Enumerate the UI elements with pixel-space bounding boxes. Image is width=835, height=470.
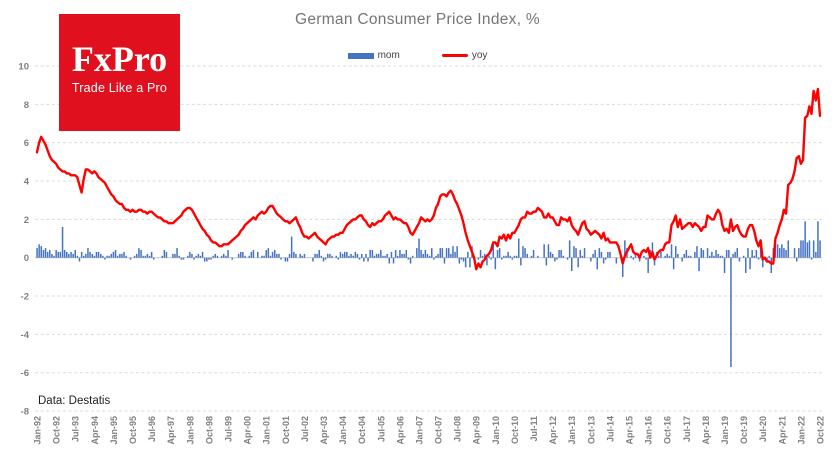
svg-text:Oct-13: Oct-13 bbox=[586, 416, 596, 444]
svg-text:8: 8 bbox=[24, 100, 29, 111]
svg-text:10: 10 bbox=[18, 62, 29, 73]
svg-text:Apr-12: Apr-12 bbox=[548, 416, 558, 445]
svg-text:Apr-09: Apr-09 bbox=[472, 416, 482, 445]
svg-text:Jul-17: Jul-17 bbox=[682, 416, 692, 442]
svg-text:Jul-96: Jul-96 bbox=[147, 416, 157, 442]
svg-text:Oct-95: Oct-95 bbox=[128, 416, 138, 444]
svg-text:Oct-92: Oct-92 bbox=[52, 416, 62, 444]
svg-text:Oct-22: Oct-22 bbox=[816, 416, 826, 444]
svg-text:-8: -8 bbox=[21, 407, 29, 418]
chart-title: German Consumer Price Index, % bbox=[294, 11, 541, 28]
fxpro-logo-tagline: Trade Like a Pro bbox=[71, 81, 168, 95]
legend: mom yoy bbox=[0, 50, 835, 61]
svg-text:Oct-07: Oct-07 bbox=[434, 416, 444, 444]
svg-text:Jan-22: Jan-22 bbox=[796, 416, 806, 445]
x-axis-labels: Jan-92 Oct-92 Jul-93 Apr-94 Jan-95 Oct-95 Jul-… bbox=[33, 416, 826, 445]
svg-text:Jul-02: Jul-02 bbox=[300, 416, 310, 442]
svg-text:Jan-07: Jan-07 bbox=[415, 416, 425, 445]
svg-text:4: 4 bbox=[24, 177, 30, 188]
svg-text:Jul-99: Jul-99 bbox=[224, 416, 234, 442]
mom-bar-swatch-icon bbox=[347, 52, 374, 59]
svg-text:Jan-92: Jan-92 bbox=[33, 416, 43, 445]
svg-text:Apr-94: Apr-94 bbox=[90, 416, 100, 445]
svg-text:Jan-04: Jan-04 bbox=[338, 416, 348, 445]
fxpro-logo: FxPro Trade Like a Pro bbox=[59, 14, 180, 131]
svg-text:Jul-05: Jul-05 bbox=[376, 416, 386, 442]
svg-text:Jan-16: Jan-16 bbox=[644, 416, 654, 445]
svg-text:Apr-18: Apr-18 bbox=[701, 416, 711, 445]
svg-text:Apr-00: Apr-00 bbox=[243, 416, 253, 445]
svg-text:Jan-95: Jan-95 bbox=[109, 416, 119, 445]
svg-text:Jan-19: Jan-19 bbox=[720, 416, 730, 445]
svg-text:Oct-16: Oct-16 bbox=[663, 416, 673, 444]
svg-text:-2: -2 bbox=[21, 292, 29, 303]
svg-text:Jul-93: Jul-93 bbox=[71, 416, 81, 442]
svg-text:Jul-20: Jul-20 bbox=[758, 416, 768, 442]
fxpro-logo-wordmark: FxPro bbox=[71, 39, 168, 79]
legend-label-mom: mom bbox=[377, 50, 400, 61]
svg-text:-4: -4 bbox=[21, 330, 30, 341]
svg-text:Jan-98: Jan-98 bbox=[185, 416, 195, 445]
svg-text:Oct-10: Oct-10 bbox=[510, 416, 520, 444]
legend-label-yoy: yoy bbox=[471, 50, 488, 61]
svg-text:Jan-13: Jan-13 bbox=[567, 416, 577, 445]
source-note: Data: Destatis bbox=[38, 395, 111, 407]
yoy-line bbox=[35, 87, 822, 271]
svg-text:Apr-21: Apr-21 bbox=[777, 416, 787, 445]
yoy-line-swatch-icon bbox=[441, 54, 468, 57]
svg-text:Jul-14: Jul-14 bbox=[605, 416, 615, 442]
svg-text:2: 2 bbox=[24, 215, 29, 226]
svg-text:Oct-04: Oct-04 bbox=[357, 416, 367, 444]
svg-text:Apr-15: Apr-15 bbox=[625, 416, 635, 445]
svg-text:Oct-19: Oct-19 bbox=[739, 416, 749, 444]
svg-text:-6: -6 bbox=[21, 368, 29, 379]
svg-text:Jul-08: Jul-08 bbox=[453, 416, 463, 442]
svg-text:0: 0 bbox=[24, 253, 29, 264]
y-axis-labels: 10 8 6 4 2 0 -2 -4 -6 -8 bbox=[18, 62, 29, 418]
svg-text:6: 6 bbox=[24, 138, 29, 149]
svg-text:Jan-01: Jan-01 bbox=[262, 416, 272, 445]
mom-bars bbox=[36, 221, 821, 367]
svg-text:Oct-01: Oct-01 bbox=[281, 416, 291, 444]
svg-text:Apr-06: Apr-06 bbox=[395, 416, 405, 445]
svg-text:Jul-11: Jul-11 bbox=[529, 416, 539, 442]
legend-item-mom: mom bbox=[347, 50, 400, 61]
svg-text:Apr-97: Apr-97 bbox=[166, 416, 176, 445]
svg-text:Apr-03: Apr-03 bbox=[319, 416, 329, 445]
svg-text:Oct-98: Oct-98 bbox=[204, 416, 214, 444]
legend-item-yoy: yoy bbox=[441, 50, 488, 61]
svg-text:Jan-10: Jan-10 bbox=[491, 416, 501, 445]
